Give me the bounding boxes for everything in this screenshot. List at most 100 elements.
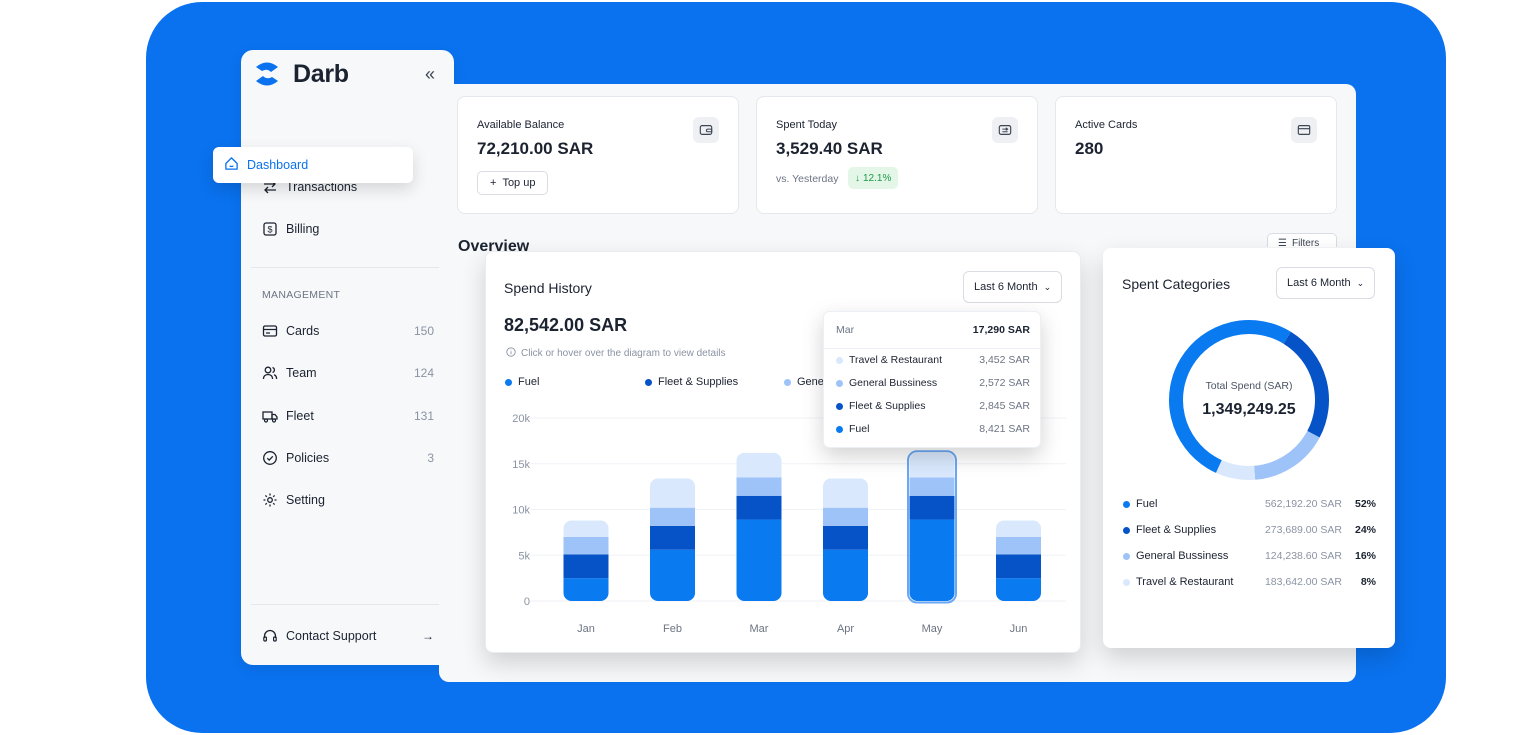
donut-segment-travel[interactable]	[1167, 318, 1331, 482]
chevron-down-icon: ⌄	[1356, 277, 1365, 288]
bar-segment-general[interactable]	[650, 507, 695, 526]
brand-logo[interactable]: Darb	[251, 58, 349, 90]
sidebar-item-team[interactable]: Team 124	[262, 365, 434, 381]
tooltip-value: 3,452 SAR	[979, 354, 1030, 366]
category-amount: 273,689.00 SAR	[1264, 524, 1342, 536]
bar-segment-fleet[interactable]	[823, 525, 868, 550]
categories-donut-chart[interactable]	[1167, 318, 1331, 482]
stat-value: 72,210.00 SAR	[477, 139, 594, 158]
legend-item-fleet: Fleet & Supplies	[645, 376, 738, 388]
sidebar-item-dashboard[interactable]: Dashboard	[213, 147, 413, 183]
sidebar-item-setting[interactable]: Setting	[262, 492, 434, 508]
bar-segment-fuel[interactable]	[823, 549, 868, 601]
plus-icon: +	[490, 177, 497, 189]
contact-support-link[interactable]: Contact Support →	[262, 628, 434, 644]
legend-dot	[1123, 526, 1130, 534]
bar-segment-fleet[interactable]	[650, 525, 695, 550]
item-count: 150	[413, 324, 434, 338]
card-icon	[1291, 117, 1317, 143]
y-tick-label: 20k	[512, 413, 530, 425]
stat-title: Available Balance	[477, 119, 565, 131]
bar-segment-fleet[interactable]	[736, 495, 782, 520]
y-tick-label: 5k	[518, 550, 530, 562]
active-cards-card: Active Cards 280	[1055, 96, 1337, 214]
bar-segment-travel[interactable]	[736, 452, 782, 478]
period-select[interactable]: Last 6 Month ⌄	[963, 271, 1063, 303]
tooltip-total: 17,290 SAR	[972, 324, 1030, 336]
top-up-button[interactable]: + Top up	[477, 171, 549, 195]
spent-today-card: Spent Today 3,529.40 SAR vs. Yesterday ↓…	[756, 96, 1038, 214]
bar-segment-general[interactable]	[563, 536, 609, 555]
chart-tooltip: Mar 17,290 SAR Travel & Restaurant 3,452…	[823, 311, 1041, 448]
tooltip-divider	[824, 348, 1040, 349]
bar-segment-fuel[interactable]	[650, 549, 695, 601]
sidebar-item-label: Cards	[286, 324, 320, 338]
sidebar-item-fleet[interactable]: Fleet 131	[262, 408, 434, 424]
donut-segment-general[interactable]	[1167, 318, 1331, 482]
card-title: Spent Categories	[1122, 276, 1231, 292]
legend-dot	[836, 356, 843, 364]
sidebar-item-transactions[interactable]: Transactions	[262, 179, 434, 195]
bar-segment-travel[interactable]	[650, 478, 695, 508]
x-tick-label: Jan	[577, 623, 595, 635]
change-badge: ↓ 12.1%	[848, 167, 899, 189]
legend-item-fuel: Fuel	[505, 376, 539, 388]
sidebar-divider	[251, 267, 439, 268]
tooltip-row: General Bussiness 2,572 SAR	[836, 377, 1030, 389]
bar-segment-general[interactable]	[996, 536, 1041, 555]
category-percent: 52%	[1354, 498, 1376, 510]
sidebar-item-label: Setting	[286, 493, 325, 507]
sidebar	[241, 50, 454, 665]
sidebar-item-billing[interactable]: $ Billing	[262, 221, 434, 237]
bar-segment-fleet[interactable]	[996, 554, 1041, 579]
bar-segment-travel[interactable]	[909, 452, 955, 478]
legend-dot	[505, 378, 512, 386]
bar-segment-general[interactable]	[909, 477, 955, 496]
comparison-label: vs. Yesterday	[776, 173, 839, 185]
stat-value: 280	[1075, 139, 1104, 158]
home-icon	[224, 156, 239, 174]
arrows-icon	[262, 179, 278, 195]
bar-segment-fuel[interactable]	[909, 519, 955, 601]
sidebar-item-cards[interactable]: Cards 150	[262, 323, 434, 339]
spend-history-chart[interactable]: 0 5k 10k 15k 20k Jan Feb Mar Apr May Jun	[486, 402, 1082, 647]
donut-total-label: Total Spend (SAR)	[1205, 380, 1293, 392]
bar-segment-fuel[interactable]	[563, 578, 609, 601]
period-value: Last 6 Month	[974, 281, 1038, 293]
item-count: 131	[413, 409, 434, 423]
brand-name: Darb	[293, 59, 349, 88]
category-amount: 562,192.20 SAR	[1264, 498, 1342, 510]
bar-segment-fuel[interactable]	[996, 578, 1041, 601]
available-balance-card: Available Balance 72,210.00 SAR + Top up	[457, 96, 739, 214]
donut-segment-fleet[interactable]	[1167, 318, 1331, 482]
chevrons-left-icon[interactable]: «	[425, 64, 436, 84]
x-tick-label: May	[922, 623, 943, 635]
bar-segment-general[interactable]	[823, 507, 868, 526]
category-row-travel: Travel & Restaurant 183,642.00 SAR 8%	[1123, 576, 1376, 588]
bar-segment-general[interactable]	[736, 477, 782, 496]
y-tick-label: 0	[524, 596, 530, 608]
tooltip-row: Fleet & Supplies 2,845 SAR	[836, 400, 1030, 412]
darb-logo-icon	[256, 62, 278, 86]
sidebar-divider	[251, 604, 439, 605]
period-select[interactable]: Last 6 Month ⌄	[1276, 267, 1376, 299]
legend-dot	[1123, 578, 1130, 586]
filters-button[interactable]: ☰ Filters	[1267, 233, 1337, 247]
bar-segment-travel[interactable]	[823, 478, 868, 508]
bar-segment-fuel[interactable]	[736, 519, 782, 601]
sidebar-item-label: Dashboard	[247, 158, 309, 172]
donut-segment-fuel[interactable]	[1167, 318, 1331, 482]
sidebar-item-policies[interactable]: Policies 3	[262, 450, 434, 466]
contact-support-label: Contact Support	[286, 629, 377, 643]
transfer-icon	[992, 117, 1018, 143]
card-icon	[262, 323, 278, 339]
y-tick-label: 15k	[512, 459, 530, 471]
bar-segment-travel[interactable]	[563, 520, 609, 537]
bar-segment-travel[interactable]	[996, 520, 1041, 537]
legend-dot	[1123, 500, 1130, 508]
bar-segment-fleet[interactable]	[909, 495, 955, 520]
category-row-general: General Bussiness 124,238.60 SAR 16%	[1123, 550, 1376, 562]
bar-segment-fleet[interactable]	[563, 554, 609, 579]
category-amount: 183,642.00 SAR	[1264, 576, 1342, 588]
category-name: General Bussiness	[1136, 550, 1229, 562]
